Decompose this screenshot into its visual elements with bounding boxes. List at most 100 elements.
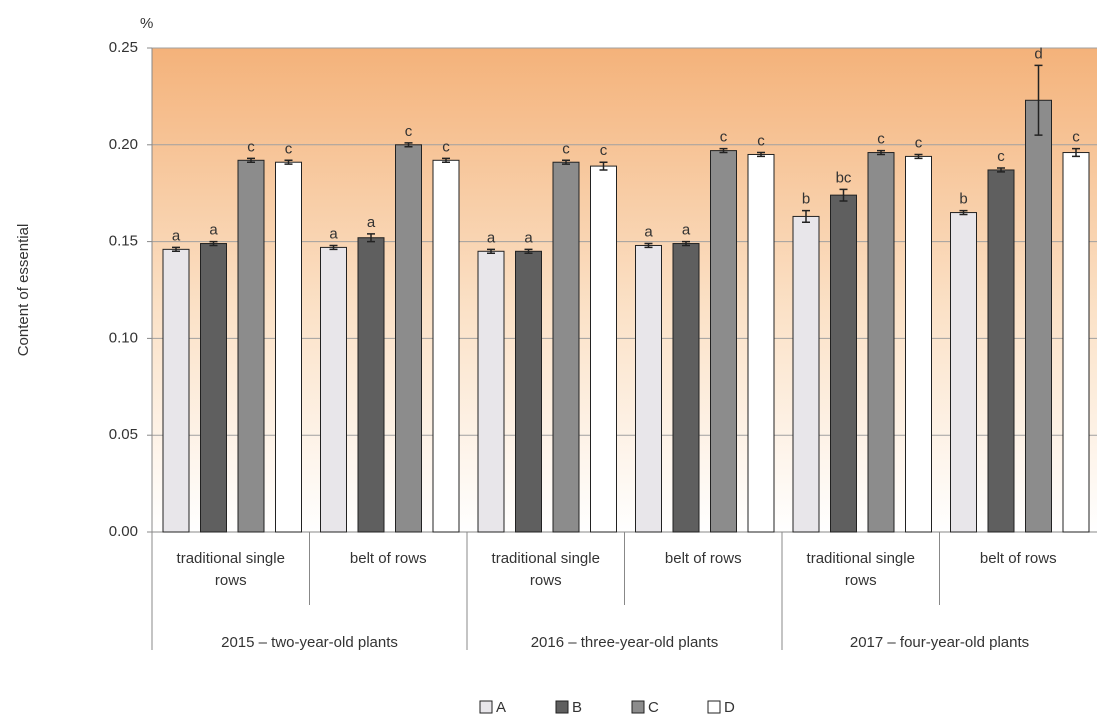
group-label: 2017 – four-year-old plants	[850, 634, 1029, 651]
legend-label: A	[496, 699, 506, 716]
significance-letter: a	[644, 224, 653, 241]
y-tick-label: 0.00	[109, 523, 138, 540]
error-bar	[839, 188, 848, 202]
error-bar	[562, 159, 570, 165]
error-bar	[172, 246, 180, 253]
bar	[590, 165, 617, 533]
significance-letter: c	[1072, 129, 1080, 146]
error-bar	[644, 242, 653, 249]
y-tick-label: 0.25	[109, 39, 138, 56]
bar	[320, 246, 347, 533]
significance-letter: c	[877, 131, 885, 148]
bar	[357, 237, 385, 533]
error-bar	[209, 240, 218, 247]
y-axis-label: Content of essential	[15, 224, 32, 357]
error-bar	[404, 142, 413, 148]
bar	[432, 159, 460, 533]
legend-swatch	[631, 700, 645, 714]
x-tick-label: traditional single rows	[176, 550, 285, 589]
significance-letter: b	[959, 191, 967, 208]
significance-letter: c	[247, 138, 255, 155]
legend-label: D	[724, 699, 735, 716]
group-label: 2015 – two-year-old plants	[221, 634, 398, 651]
error-bar	[959, 209, 968, 216]
legend-swatch	[707, 700, 721, 714]
error-bar	[524, 248, 533, 254]
legend-label: C	[648, 699, 659, 716]
significance-letter: c	[720, 129, 728, 146]
legend-label: B	[572, 699, 582, 716]
error-bar	[1034, 64, 1043, 136]
x-tick-label: traditional single rows	[491, 550, 600, 589]
significance-letter: c	[442, 138, 450, 155]
error-bar	[877, 149, 885, 156]
error-bar	[757, 151, 765, 158]
bar	[200, 243, 227, 533]
significance-letter: a	[329, 225, 338, 242]
y-tick-label: 0.10	[109, 329, 138, 346]
significance-letter: a	[367, 214, 376, 231]
bar	[237, 159, 265, 533]
error-bar	[442, 157, 450, 163]
error-bar	[802, 209, 810, 223]
significance-letter: a	[682, 222, 691, 239]
bar	[552, 161, 580, 533]
legend-swatch	[555, 700, 569, 714]
bar	[710, 150, 737, 533]
bar	[987, 169, 1015, 533]
x-tick-label: traditional single rows	[806, 550, 915, 589]
error-bar	[367, 233, 375, 243]
error-bar	[284, 159, 293, 165]
error-bar	[1072, 147, 1080, 158]
significance-letter: c	[562, 140, 570, 157]
y-unit: %	[140, 15, 153, 32]
significance-letter: c	[405, 123, 413, 140]
significance-letter: a	[172, 227, 181, 244]
bar	[672, 243, 700, 533]
error-bar	[914, 153, 923, 160]
y-tick-label: 0.05	[109, 426, 138, 443]
bar	[635, 244, 662, 533]
x-tick-label: belt of rows	[979, 550, 1057, 567]
plot-background	[152, 48, 1097, 532]
error-bar	[329, 244, 338, 251]
error-bar	[599, 161, 608, 171]
x-tick-label: belt of rows	[349, 550, 427, 567]
bar	[162, 248, 190, 533]
significance-letter: c	[757, 133, 765, 150]
bar	[905, 155, 932, 533]
significance-letter: d	[1034, 45, 1042, 62]
bar	[950, 212, 977, 533]
significance-letter: c	[285, 140, 293, 157]
bar	[830, 194, 857, 533]
y-tick-label: 0.15	[109, 233, 138, 250]
y-tick-label: 0.20	[109, 136, 138, 153]
bar	[747, 153, 775, 533]
legend-swatch	[479, 700, 493, 714]
significance-letter: c	[997, 148, 1005, 165]
error-bar	[719, 147, 728, 154]
bar	[1062, 152, 1090, 533]
significance-letter: a	[209, 222, 218, 239]
significance-letter: bc	[836, 169, 852, 186]
significance-letter: c	[600, 142, 608, 159]
group-label: 2016 – three-year-old plants	[531, 634, 719, 651]
x-tick-label: belt of rows	[664, 550, 742, 567]
bar	[867, 152, 895, 533]
significance-letter: c	[915, 134, 923, 151]
significance-letter: b	[802, 191, 810, 208]
bar	[792, 215, 820, 533]
error-bar	[997, 167, 1005, 173]
bar	[275, 161, 302, 533]
error-bar	[487, 248, 495, 254]
bar	[515, 250, 542, 533]
bar	[395, 144, 422, 533]
significance-letter: a	[524, 229, 533, 246]
error-bar	[247, 157, 255, 163]
bar	[1025, 99, 1052, 533]
bar	[477, 250, 505, 533]
error-bar	[682, 240, 690, 247]
significance-letter: a	[487, 229, 496, 246]
